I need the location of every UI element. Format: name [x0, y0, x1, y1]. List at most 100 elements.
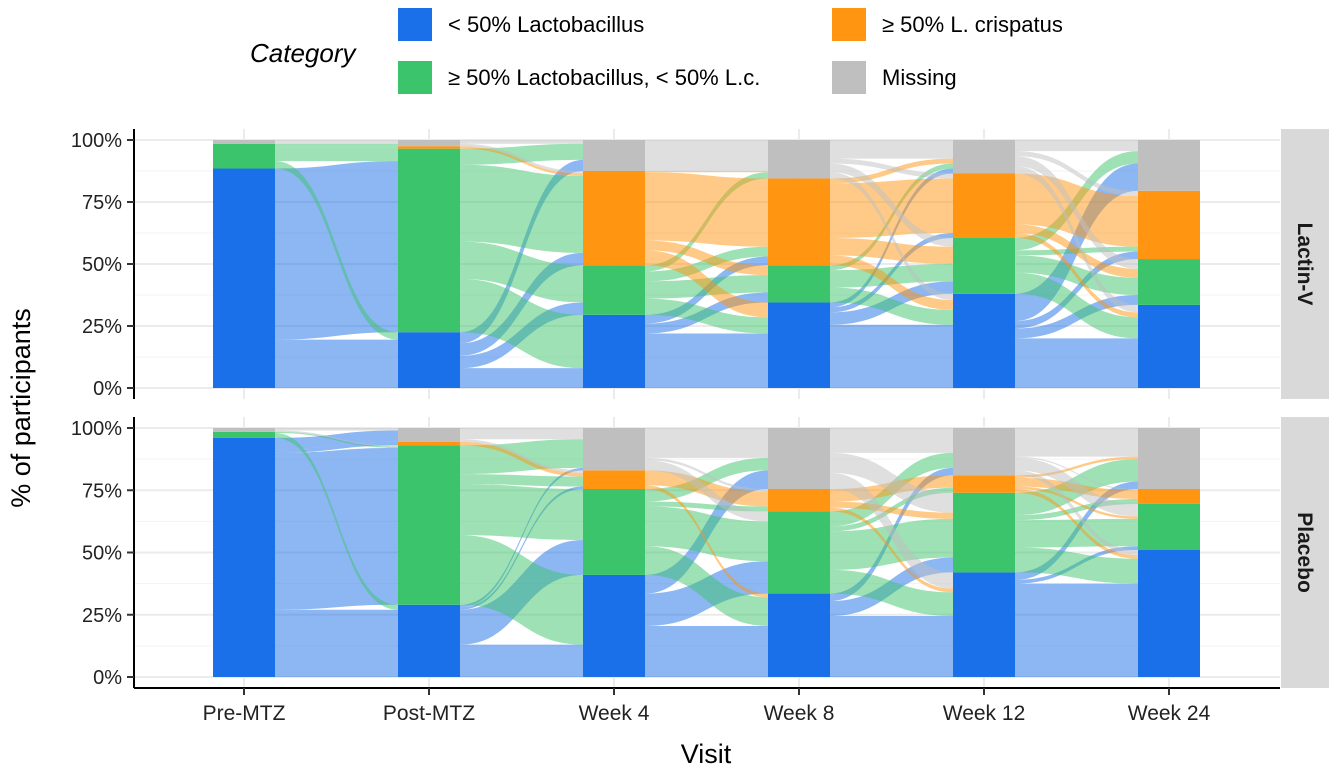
- flow-lactin-v-week-8-missing-to-50-lactobacillus-50-l-c: [830, 163, 953, 247]
- flow-placebo-post-mtz-50-lactobacillus-to-50-lactobacillus: [460, 644, 583, 677]
- flow-placebo-week-8-missing-to-50-lactobacillus: [830, 472, 953, 589]
- legend-key-50-l-crispatus: [832, 8, 866, 41]
- strip-label-lactin-v: Lactin-V: [1293, 223, 1316, 306]
- bar-placebo-week-4-missing: [583, 428, 645, 471]
- bar-lactin-v-week-4-50-lactobacillus-50-l-c: [583, 265, 645, 315]
- strip-label-placebo: Placebo: [1293, 512, 1316, 593]
- axes: 0% 25% 50% 75% 100% 0% 25% 50% 75% 100% Pre-MTZ Pos…: [71, 129, 1280, 725]
- flow-lactin-v-week-4-50-l-crispatus-to-50-lactobacillus: [645, 250, 768, 318]
- flow-lactin-v-week-12-50-l-crispatus-to-50-lactobacillus-50-l-c: [1015, 224, 1138, 278]
- flow-placebo-week-12-50-lactobacillus-50-l-c-to-50-lactobacillus-50-l-c: [1015, 518, 1138, 548]
- bar-placebo-week-4-50-l-crispatus: [583, 470, 645, 490]
- flow-lactin-v-post-mtz-50-lactobacillus-50-l-c-to-50-l-crispatus: [460, 164, 583, 253]
- flow-lactin-v-post-mtz-50-lactobacillus-50-l-c-to-50-lactobacillus-50-l-c: [460, 241, 583, 303]
- flow-placebo-week-8-50-l-crispatus-to-50-lactobacillus-50-l-c: [830, 501, 953, 519]
- bar-lactin-v-week-8-50-l-crispatus: [768, 178, 830, 266]
- flow-placebo-week-12-missing-to-missing: [1015, 428, 1138, 457]
- flow-lactin-v-week-12-50-l-crispatus-to-50-lactobacillus: [1015, 233, 1138, 318]
- flow-placebo-week-4-missing-to-50-l-crispatus: [645, 457, 768, 492]
- flow-lactin-v-week-8-50-l-crispatus-to-50-lactobacillus-50-l-c: [830, 237, 953, 264]
- flow-lactin-v-week-8-missing-to-50-lactobacillus: [830, 172, 953, 300]
- y-tick-label: 100%: [71, 130, 122, 152]
- bar-lactin-v-week-8-50-lactobacillus: [768, 302, 830, 388]
- flow-placebo-post-mtz-50-lactobacillus-50-l-c-to-50-lactobacillus-50-l-c: [460, 484, 583, 541]
- flow-placebo-post-mtz-missing-to-missing: [460, 428, 583, 440]
- flow-placebo-week-12-missing-to-50-l-crispatus: [1015, 456, 1138, 491]
- flow-lactin-v-week-12-missing-to-50-lactobacillus: [1015, 166, 1138, 313]
- flow-placebo-week-4-missing-to-50-lactobacillus-50-l-c: [645, 460, 768, 522]
- flow-placebo-week-4-50-lactobacillus-to-50-lactobacillus: [645, 625, 768, 677]
- flow-placebo-pre-mtz-50-lactobacillus-50-l-c-to-50-lactobacillus-50-l-c: [275, 431, 398, 448]
- bar-placebo-week-12-50-l-crispatus: [953, 475, 1015, 493]
- bar-placebo-week-24-50-l-crispatus: [1138, 489, 1200, 504]
- bar-placebo-week-12-missing: [953, 428, 1015, 476]
- flow-lactin-v-week-8-50-lactobacillus-to-50-lactobacillus: [830, 324, 953, 388]
- flow-placebo-post-mtz-50-lactobacillus-50-l-c-to-50-l-crispatus: [460, 474, 583, 487]
- flow-lactin-v-week-4-missing-to-missing: [645, 140, 768, 171]
- bar-lactin-v-post-mtz-missing: [398, 140, 460, 147]
- flow-placebo-pre-mtz-missing-to-50-lactobacillus-50-l-c: [275, 430, 398, 447]
- flow-placebo-post-mtz-missing-to-50-l-crispatus: [460, 439, 583, 473]
- bar-lactin-v-pre-mtz-50-lactobacillus: [213, 168, 275, 388]
- bar-lactin-v-week-8-50-lactobacillus-50-l-c: [768, 265, 830, 303]
- bar-placebo-post-mtz-missing: [398, 428, 460, 442]
- flow-placebo-week-4-50-lactobacillus-50-l-c-to-50-lactobacillus-50-l-c: [645, 506, 768, 562]
- flow-placebo-pre-mtz-50-lactobacillus-to-50-lactobacillus: [275, 609, 398, 677]
- bar-placebo-week-4-50-lactobacillus: [583, 574, 645, 677]
- flow-lactin-v-week-12-missing-to-50-lactobacillus-50-l-c: [1015, 156, 1138, 269]
- flow-placebo-week-12-50-l-crispatus-to-50-lactobacillus: [1015, 489, 1138, 559]
- bar-placebo-pre-mtz-missing: [213, 428, 275, 432]
- x-tick-label-week-12: Week 12: [943, 702, 1026, 725]
- legend-label-50-lactobacillus-50-l-c: ≥ 50% Lactobacillus, < 50% L.c.: [448, 65, 760, 90]
- flow-lactin-v-pre-mtz-50-lactobacillus-to-50-lactobacillus: [275, 339, 398, 388]
- legend-label-missing: Missing: [882, 65, 957, 90]
- strip-lactin-v: [1281, 129, 1329, 399]
- bar-placebo-week-8-50-lactobacillus-50-l-c: [768, 511, 830, 594]
- y-tick-label: 75%: [82, 480, 122, 502]
- flow-lactin-v-week-12-50-lactobacillus-to-50-l-crispatus: [1015, 251, 1138, 329]
- strip-placebo: [1281, 417, 1329, 688]
- y-tick-label: 75%: [82, 192, 122, 214]
- y-tick-label: 0%: [93, 378, 122, 400]
- flow-placebo-week-4-50-lactobacillus-50-l-c-to-missing: [645, 457, 768, 502]
- flow-placebo-week-8-50-l-crispatus-to-50-lactobacillus: [830, 507, 953, 593]
- flow-lactin-v-week-8-missing-to-50-l-crispatus: [830, 158, 953, 179]
- y-tick-label: 50%: [82, 543, 122, 565]
- bar-lactin-v-post-mtz-50-l-crispatus: [398, 146, 460, 149]
- flow-lactin-v-week-4-50-lactobacillus-to-50-lactobacillus: [645, 333, 768, 388]
- y-tick-label: 100%: [71, 418, 122, 440]
- bar-placebo-week-24-50-lactobacillus: [1138, 550, 1200, 677]
- flow-placebo-week-8-50-lactobacillus-to-50-lactobacillus: [830, 615, 953, 677]
- legend-label-50-l-crispatus: ≥ 50% L. crispatus: [882, 12, 1063, 37]
- flow-lactin-v-post-mtz-50-lactobacillus-to-missing: [460, 159, 583, 344]
- bar-lactin-v-week-12-50-l-crispatus: [953, 173, 1015, 238]
- flow-lactin-v-post-mtz-missing-to-50-l-crispatus: [460, 143, 583, 174]
- flow-lactin-v-week-4-50-l-crispatus-to-50-l-crispatus: [645, 172, 768, 247]
- bar-placebo-post-mtz-50-lactobacillus-50-l-c: [398, 445, 460, 605]
- flow-lactin-v-pre-mtz-50-lactobacillus-50-l-c-to-50-lactobacillus: [275, 161, 398, 340]
- bar-placebo-post-mtz-50-l-crispatus: [398, 441, 460, 446]
- bar-placebo-week-4-50-lactobacillus-50-l-c: [583, 489, 645, 575]
- bar-lactin-v-post-mtz-50-lactobacillus-50-l-c: [398, 148, 460, 333]
- legend-title: Category: [250, 38, 357, 68]
- bar-lactin-v-week-12-50-lactobacillus: [953, 293, 1015, 388]
- flow-lactin-v-post-mtz-missing-to-missing: [460, 140, 583, 144]
- flow-lactin-v-pre-mtz-50-lactobacillus-50-l-c-to-50-lactobacillus-50-l-c: [275, 148, 398, 162]
- legend-key-50-lactobacillus: [398, 8, 432, 41]
- bar-lactin-v-week-24-50-lactobacillus: [1138, 304, 1200, 388]
- flow-lactin-v-week-12-missing-to-missing: [1015, 140, 1138, 152]
- bar-placebo-pre-mtz-50-lactobacillus: [213, 437, 275, 677]
- bar-lactin-v-pre-mtz-50-lactobacillus-50-l-c: [213, 143, 275, 169]
- y-tick-label: 50%: [82, 254, 122, 276]
- flow-placebo-week-8-50-lactobacillus-50-l-c-to-50-lactobacillus-50-l-c: [830, 518, 953, 570]
- flow-placebo-week-12-50-lactobacillus-50-l-c-to-50-lactobacillus: [1015, 547, 1138, 584]
- bar-lactin-v-week-12-50-lactobacillus-50-l-c: [953, 237, 1015, 294]
- flow-placebo-week-4-50-l-crispatus-to-50-lactobacillus: [645, 485, 768, 598]
- x-tick-label-pre-mtz: Pre-MTZ: [203, 702, 286, 725]
- bar-placebo-week-24-50-lactobacillus-50-l-c: [1138, 503, 1200, 551]
- bar-lactin-v-week-12-missing: [953, 140, 1015, 174]
- stacked-bars: [213, 140, 1200, 677]
- flow-lactin-v-pre-mtz-50-lactobacillus-50-l-c-to-missing: [275, 143, 398, 147]
- flow-lactin-v-week-4-50-lactobacillus-50-l-c-to-50-l-crispatus: [645, 246, 768, 282]
- bar-placebo-pre-mtz-50-lactobacillus-50-l-c: [213, 431, 275, 438]
